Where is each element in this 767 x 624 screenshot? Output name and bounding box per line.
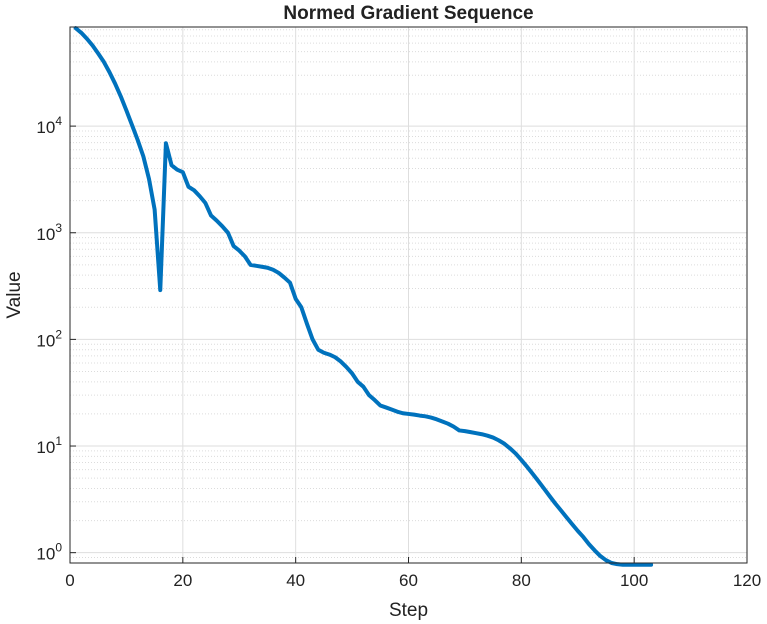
x-tick-label: 60	[399, 571, 418, 590]
y-axis-label: Value	[4, 271, 25, 318]
x-tick-label: 0	[65, 571, 74, 590]
y-tick-label: 104	[36, 114, 62, 137]
y-tick-label: 100	[36, 541, 62, 564]
chart-title: Normed Gradient Sequence	[283, 3, 533, 24]
ticks: 0 20 40 60 80 100 120 100 101 102 103 104	[36, 114, 761, 590]
x-tick-label: 120	[733, 571, 761, 590]
x-axis-label: Step	[389, 600, 428, 621]
y-tick-label: 101	[36, 434, 62, 457]
y-tick-label: 102	[36, 327, 62, 350]
series-line-1	[73, 26, 654, 567]
x-tick-label: 40	[286, 571, 305, 590]
x-tick-label: 20	[173, 571, 192, 590]
x-tick-label: 80	[512, 571, 531, 590]
y-tick-label: 103	[36, 221, 62, 244]
data-layer	[73, 26, 654, 567]
x-tick-label: 100	[620, 571, 648, 590]
grid	[70, 27, 747, 563]
